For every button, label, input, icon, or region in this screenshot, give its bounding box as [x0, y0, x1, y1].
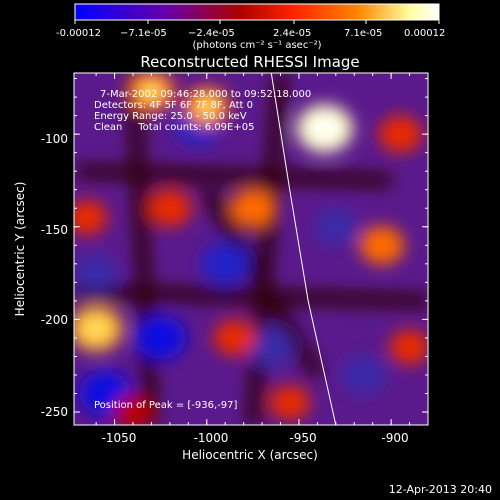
heatmap-hotspot — [269, 385, 311, 421]
heatmap-hotspot — [359, 226, 405, 265]
heatmap-ridge — [126, 73, 159, 425]
y-tick-label: -200 — [41, 313, 68, 327]
heatmap-coldspot — [248, 327, 294, 367]
y-tick-label: -150 — [41, 223, 68, 237]
heatmap-hotspot — [389, 329, 428, 365]
solar-limb-curve — [270, 73, 337, 425]
colorbar-tick-3: 2.4e-05 — [273, 28, 311, 39]
heatmap-ridge — [77, 164, 392, 188]
y-tick-label: -250 — [41, 405, 68, 419]
annotation-time-range: 7-Mar-2002 09:46:28.000 to 09:52:18.000 — [100, 89, 311, 100]
heatmap-coldspot — [135, 316, 186, 360]
heatmap-hotspot-core — [82, 316, 110, 341]
heatmap-hotspot — [378, 115, 423, 153]
annotation-energy: Energy Range: 25.0 - 50.0 keV — [94, 111, 247, 122]
colorbar-tick-4: 7.1e-05 — [344, 28, 382, 39]
x-tick-label: -1050 — [102, 431, 137, 445]
footer-timestamp: 12-Apr-2013 20:40 — [388, 483, 492, 496]
colorbar — [74, 3, 440, 21]
x-tick-label: -950 — [289, 431, 316, 445]
colorbar-ticks — [74, 20, 440, 24]
plot-title: Reconstructed RHESSI Image — [140, 53, 359, 71]
heatmap-ridge — [245, 73, 288, 425]
heatmap-coldspot — [314, 208, 357, 245]
axis-ticks — [74, 73, 429, 425]
heatmap-image — [74, 73, 428, 425]
colorbar-tick-1: −7.1e-05 — [120, 28, 167, 39]
x-tick-label: -1000 — [194, 431, 229, 445]
annotation-clean: Clean Total counts: 6.09E+05 — [94, 122, 254, 133]
heatmap-hotspot-core — [139, 80, 164, 103]
heatmap-hotspot-core — [310, 115, 339, 142]
annotation-peak-position: Position of Peak = [-936,-97] — [94, 400, 238, 411]
plot-frame — [73, 72, 429, 426]
colorbar-tick-2: −2.4e-05 — [188, 28, 235, 39]
heatmap-hotspot — [113, 395, 153, 425]
heatmap-hotspot — [230, 189, 276, 228]
heatmap-coldspot — [74, 254, 118, 292]
x-tick-label: -900 — [381, 431, 408, 445]
annotation-detectors: Detectors: 4F 5F 6F 7F 8F, Att 0 — [94, 100, 253, 111]
heatmap-coldspot — [341, 355, 386, 395]
heatmap-ridge — [200, 186, 324, 379]
y-axis-label: Heliocentric Y (arcsec) — [13, 182, 27, 317]
annotation-block: 7-Mar-2002 09:46:28.000 to 09:52:18.000 … — [94, 89, 311, 133]
heatmap-hotspot-core — [195, 95, 218, 117]
colorbar-units: (photons cm⁻² s⁻¹ asec⁻²) — [192, 40, 321, 51]
y-tick-label: -100 — [41, 132, 68, 146]
heatmap-hotspot — [213, 319, 256, 356]
colorbar-tick-5: 0.00012 — [404, 28, 445, 39]
heatmap-hotspot — [74, 200, 108, 235]
x-axis-label: Heliocentric X (arcsec) — [182, 448, 318, 462]
heatmap-coldspot — [200, 242, 250, 285]
heatmap-hotspot — [148, 189, 192, 227]
colorbar-tick-0: -0.00012 — [56, 28, 101, 39]
heatmap-ridge — [77, 284, 428, 308]
